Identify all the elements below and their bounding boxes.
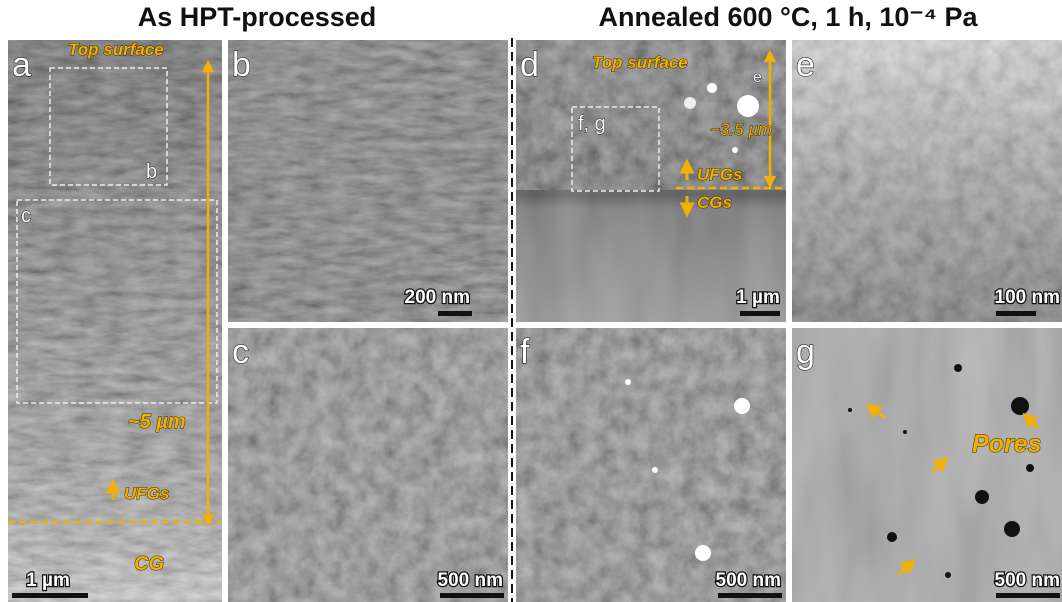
header-left: As HPT-processed xyxy=(138,2,377,32)
scale-bar-label: 500 nm xyxy=(438,570,503,591)
scale-bar-label: 500 nm xyxy=(995,570,1060,591)
panel-label: a xyxy=(12,46,31,84)
panel-e: e 100 nm xyxy=(792,40,1062,322)
annotation: f, g xyxy=(578,113,606,135)
header-right: Annealed 600 °C, 1 h, 10⁻⁴ Pa xyxy=(598,2,978,32)
panel-label: d xyxy=(520,46,539,84)
scale-bar-label: 1 µm xyxy=(26,570,70,591)
annotation: b xyxy=(146,161,157,183)
panel-label: g xyxy=(796,333,815,371)
panel-label: b xyxy=(232,46,251,84)
panel-f: f 500 nm xyxy=(516,328,786,602)
panel-label: f xyxy=(520,333,530,371)
annotation: CGs xyxy=(697,193,732,212)
scale-bar-label: 500 nm xyxy=(716,570,781,591)
annotation: ~3.5 µm xyxy=(710,120,772,139)
panel-a: a Top surface b c ~5 µm UFGs CG 1 µm xyxy=(8,40,222,602)
panel-c: c 500 nm xyxy=(228,328,508,602)
panel-d: d Top surface e f, g ~3.5 µm UFGs CGs 1 … xyxy=(516,40,786,322)
scale-bar-label: 1 µm xyxy=(736,287,780,308)
annotation: Pores xyxy=(972,430,1042,458)
annotation: CG xyxy=(134,553,164,575)
annotation: Top surface xyxy=(592,53,688,72)
annotation: UFGs xyxy=(697,165,742,184)
panel-label: c xyxy=(232,333,249,371)
annotation: UFGs xyxy=(124,484,169,503)
annotation: ~5 µm xyxy=(128,411,186,433)
panel-b: b 200 nm xyxy=(228,40,508,322)
scale-bar-label: 200 nm xyxy=(405,287,470,308)
figure: As HPT-processed Annealed 600 °C, 1 h, 1… xyxy=(0,0,1062,602)
annotation: e xyxy=(753,69,762,86)
annotation: Top surface xyxy=(68,40,164,59)
panel-label: e xyxy=(796,46,815,84)
scale-bar-label: 100 nm xyxy=(995,287,1060,308)
panel-g: g Pores 500 nm xyxy=(792,328,1062,602)
annotation: c xyxy=(21,205,31,227)
